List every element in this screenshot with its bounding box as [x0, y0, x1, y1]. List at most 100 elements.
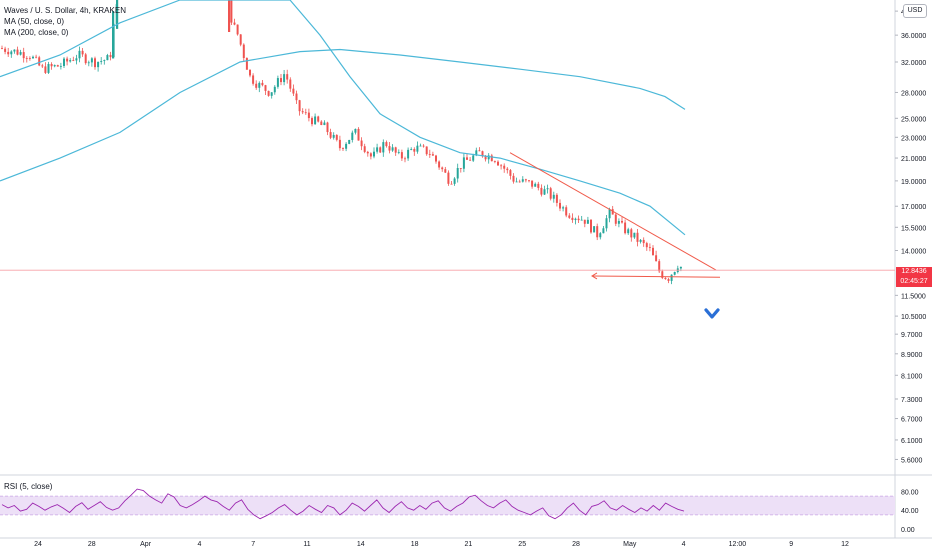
candle-body — [84, 54, 87, 64]
rsi-legend: RSI (5, close) — [4, 482, 53, 491]
candle-body — [270, 92, 273, 96]
rsi-line — [1, 488, 685, 520]
price-tick-label: 8.1000 — [901, 373, 923, 380]
candle-body — [78, 50, 81, 59]
candle-body — [66, 58, 69, 62]
candle-body — [97, 61, 100, 68]
candle-body — [506, 168, 509, 171]
candle-body — [249, 69, 251, 76]
candle-body — [273, 86, 276, 93]
candle-body — [670, 274, 673, 281]
candle-body — [382, 142, 385, 153]
support-line — [591, 275, 721, 278]
candle-body — [41, 65, 44, 67]
candle-body — [363, 146, 366, 152]
candle-body — [326, 122, 329, 133]
price-tick-label: 6.1000 — [901, 438, 923, 445]
candle-body — [87, 62, 90, 64]
candle-body — [394, 147, 397, 153]
candle-body — [605, 218, 608, 229]
candle-body — [559, 202, 561, 209]
candle-body — [63, 58, 65, 66]
candle-body — [459, 168, 462, 169]
time-tick-label: 4 — [682, 541, 686, 548]
support-line-arrowhead — [591, 272, 598, 280]
candle-body — [484, 156, 487, 160]
time-tick-label: 28 — [572, 541, 580, 548]
candle-body — [444, 169, 447, 173]
price-tick-label: 6.7000 — [901, 417, 923, 424]
candle-body — [639, 239, 642, 242]
candle-body — [661, 271, 664, 278]
candle-body — [351, 132, 354, 140]
candle-body — [590, 219, 592, 233]
time-tick-label: 7 — [251, 541, 255, 548]
time-tick-label: 4 — [197, 541, 201, 548]
candle-body — [116, 0, 119, 29]
candle-body — [323, 122, 326, 126]
candle-body — [388, 146, 391, 151]
candle-body — [555, 194, 558, 203]
candle-body — [280, 78, 282, 83]
candle-body — [400, 152, 403, 159]
candle-body — [90, 58, 93, 63]
candle-body — [258, 82, 261, 88]
candle-body — [645, 243, 648, 248]
candle-body — [242, 44, 245, 59]
candle-body — [81, 50, 84, 55]
price-tick-label: 7.3000 — [901, 397, 923, 404]
candle-body — [311, 118, 313, 125]
price-tick-label: 11.5000 — [901, 293, 926, 300]
candle-body — [56, 65, 59, 67]
candle-body — [574, 218, 577, 221]
time-tick-label: 12:00 — [729, 541, 747, 548]
candle-body — [376, 147, 379, 152]
candle-body — [627, 229, 630, 234]
candle-body — [245, 58, 248, 70]
candle-body — [425, 146, 428, 155]
time-tick-label: 18 — [411, 541, 419, 548]
candle-body — [524, 179, 527, 181]
candle-body — [487, 155, 490, 160]
candle-body — [416, 145, 419, 152]
candle-body — [611, 209, 614, 215]
candle-body — [28, 58, 31, 59]
candle-body — [571, 217, 574, 221]
time-tick-label: 14 — [357, 541, 365, 548]
candle-body — [428, 154, 431, 155]
rsi-band — [0, 496, 895, 515]
candle-body — [621, 220, 623, 223]
time-tick-label: 28 — [88, 541, 96, 548]
candle-body — [435, 155, 437, 162]
price-tick-label: 19.0000 — [901, 179, 926, 186]
candle-body — [462, 157, 465, 169]
candle-body — [304, 112, 307, 114]
candle-body — [329, 132, 332, 138]
candle-body — [633, 232, 636, 238]
currency-button[interactable]: USD — [903, 4, 927, 18]
candle-body — [658, 261, 661, 272]
candle-body — [106, 55, 109, 61]
candle-body — [469, 159, 472, 161]
candle-body — [478, 150, 481, 152]
candle-body — [109, 55, 112, 58]
candle-body — [1, 48, 3, 49]
candle-body — [481, 151, 484, 157]
candle-body — [261, 82, 264, 86]
candle-body — [75, 58, 78, 61]
price-tick-label: 23.0000 — [901, 135, 926, 142]
price-tick-label: 10.5000 — [901, 314, 926, 321]
candle-body — [366, 151, 369, 154]
candle-body — [276, 78, 279, 87]
candle-body — [264, 85, 267, 91]
candle-body — [466, 157, 468, 160]
candle-body — [617, 220, 620, 224]
candle-body — [38, 57, 41, 66]
candle-body — [335, 134, 338, 140]
candle-body — [320, 121, 323, 126]
candle-body — [534, 183, 537, 187]
candle-body — [602, 228, 605, 234]
candle-body — [546, 188, 549, 190]
